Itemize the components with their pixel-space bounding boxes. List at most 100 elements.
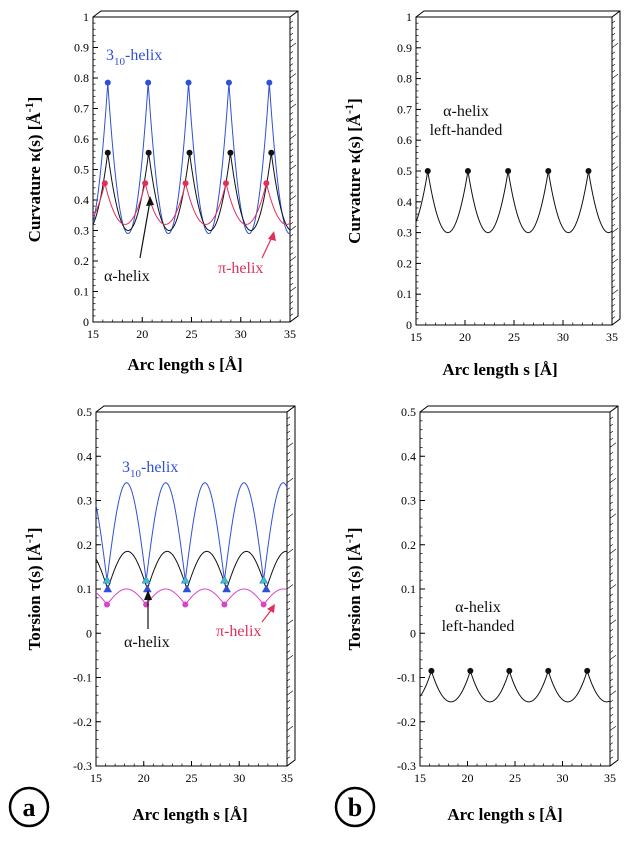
box-tick	[286, 629, 291, 632]
box-tick	[609, 508, 614, 512]
data-marker	[141, 575, 151, 584]
box-tick	[611, 33, 616, 36]
box-tick	[609, 721, 614, 724]
box-tick	[611, 236, 616, 240]
data-marker	[102, 575, 112, 584]
box-tick	[611, 119, 616, 122]
box-tick	[609, 699, 614, 703]
x-axis-label: Arc length s [Å]	[447, 805, 562, 824]
box-tick	[286, 706, 291, 710]
y-tick-label: 0.1	[77, 582, 92, 596]
data-marker	[259, 575, 269, 584]
y-tick-label: 0.4	[74, 193, 89, 207]
box-tick	[611, 12, 619, 18]
y-tick-label: 0.2	[77, 538, 92, 552]
box-tick	[286, 636, 291, 639]
box-tick	[289, 42, 297, 48]
box-tick	[286, 579, 291, 583]
box-tick	[289, 118, 294, 121]
box-tick	[611, 57, 616, 61]
box-depth	[419, 405, 619, 767]
x-tick-label: 30	[233, 771, 245, 785]
x-tick-label: 15	[414, 771, 426, 785]
box-tick	[611, 310, 616, 313]
y-tick-label: 0	[86, 626, 92, 640]
box-tick	[611, 304, 616, 307]
series-3	[103, 584, 271, 593]
box-tick	[286, 593, 291, 597]
box-tick	[286, 478, 294, 484]
box-tick	[289, 134, 297, 140]
box-tick	[611, 26, 616, 30]
box-tick	[611, 43, 619, 49]
series-line	[92, 183, 291, 225]
box-tick	[611, 285, 616, 289]
box-tick	[609, 593, 614, 597]
box-tick	[611, 104, 619, 110]
box-tick	[609, 706, 614, 710]
box-tick	[289, 282, 294, 286]
box-tick	[286, 614, 291, 618]
box-tick	[286, 430, 291, 434]
box-tick	[609, 572, 614, 576]
y-tick-label: 0.3	[397, 226, 412, 240]
box-tick	[289, 195, 297, 201]
box-tick	[609, 522, 614, 526]
box-tick	[609, 536, 614, 540]
series-line	[92, 152, 291, 231]
x-tick-label: 30	[235, 327, 247, 341]
plot-area	[419, 411, 611, 767]
box-tick	[286, 678, 291, 682]
x-axis-label: Arc length s [Å]	[442, 360, 557, 379]
data-marker	[101, 180, 108, 187]
data-marker	[145, 149, 152, 156]
box-tick	[609, 650, 614, 653]
data-marker	[182, 180, 189, 187]
x-tick-label: 25	[508, 330, 520, 344]
x-tick-label: 20	[138, 771, 150, 785]
data-marker	[227, 149, 234, 156]
box-tick	[609, 466, 614, 469]
box-tick	[289, 264, 294, 268]
x-axis-label: Arc length s [Å]	[127, 355, 242, 374]
box-tick	[289, 301, 294, 304]
box-tick	[611, 94, 616, 98]
y-tick-label: -0.3	[73, 759, 92, 773]
data-marker	[464, 168, 471, 174]
data-marker	[222, 180, 229, 187]
box-tick	[611, 166, 619, 172]
data-marker	[103, 601, 110, 608]
box-depth	[415, 10, 621, 326]
box-tick	[286, 650, 291, 653]
box-tick	[611, 279, 616, 283]
data-marker	[545, 667, 552, 674]
x-tick-label: 20	[459, 330, 471, 344]
series-1	[92, 149, 291, 231]
box-tick	[289, 252, 294, 256]
y-tick-label: 0.2	[397, 256, 412, 270]
box-tick	[289, 209, 294, 213]
box-tick	[286, 749, 291, 753]
box-tick	[609, 756, 614, 760]
box-tick	[609, 579, 614, 583]
box-tick	[611, 211, 616, 215]
box-tick	[289, 51, 294, 54]
box-tick	[609, 655, 617, 661]
series-line	[419, 669, 611, 703]
box-tick	[286, 544, 291, 547]
box-tick	[286, 619, 294, 625]
box-tick	[609, 548, 617, 554]
box-tick	[286, 699, 291, 703]
box-tick	[286, 508, 291, 512]
box-tick	[609, 416, 614, 420]
panel-letter-a: a	[8, 786, 50, 828]
series-1	[95, 550, 288, 589]
y-tick-label: 0.1	[74, 285, 89, 299]
box-tick	[611, 88, 616, 92]
series-2	[95, 588, 288, 608]
x-tick-label: 35	[606, 330, 618, 344]
box-tick	[286, 423, 291, 427]
box-tick	[609, 761, 617, 767]
data-marker	[268, 149, 275, 156]
